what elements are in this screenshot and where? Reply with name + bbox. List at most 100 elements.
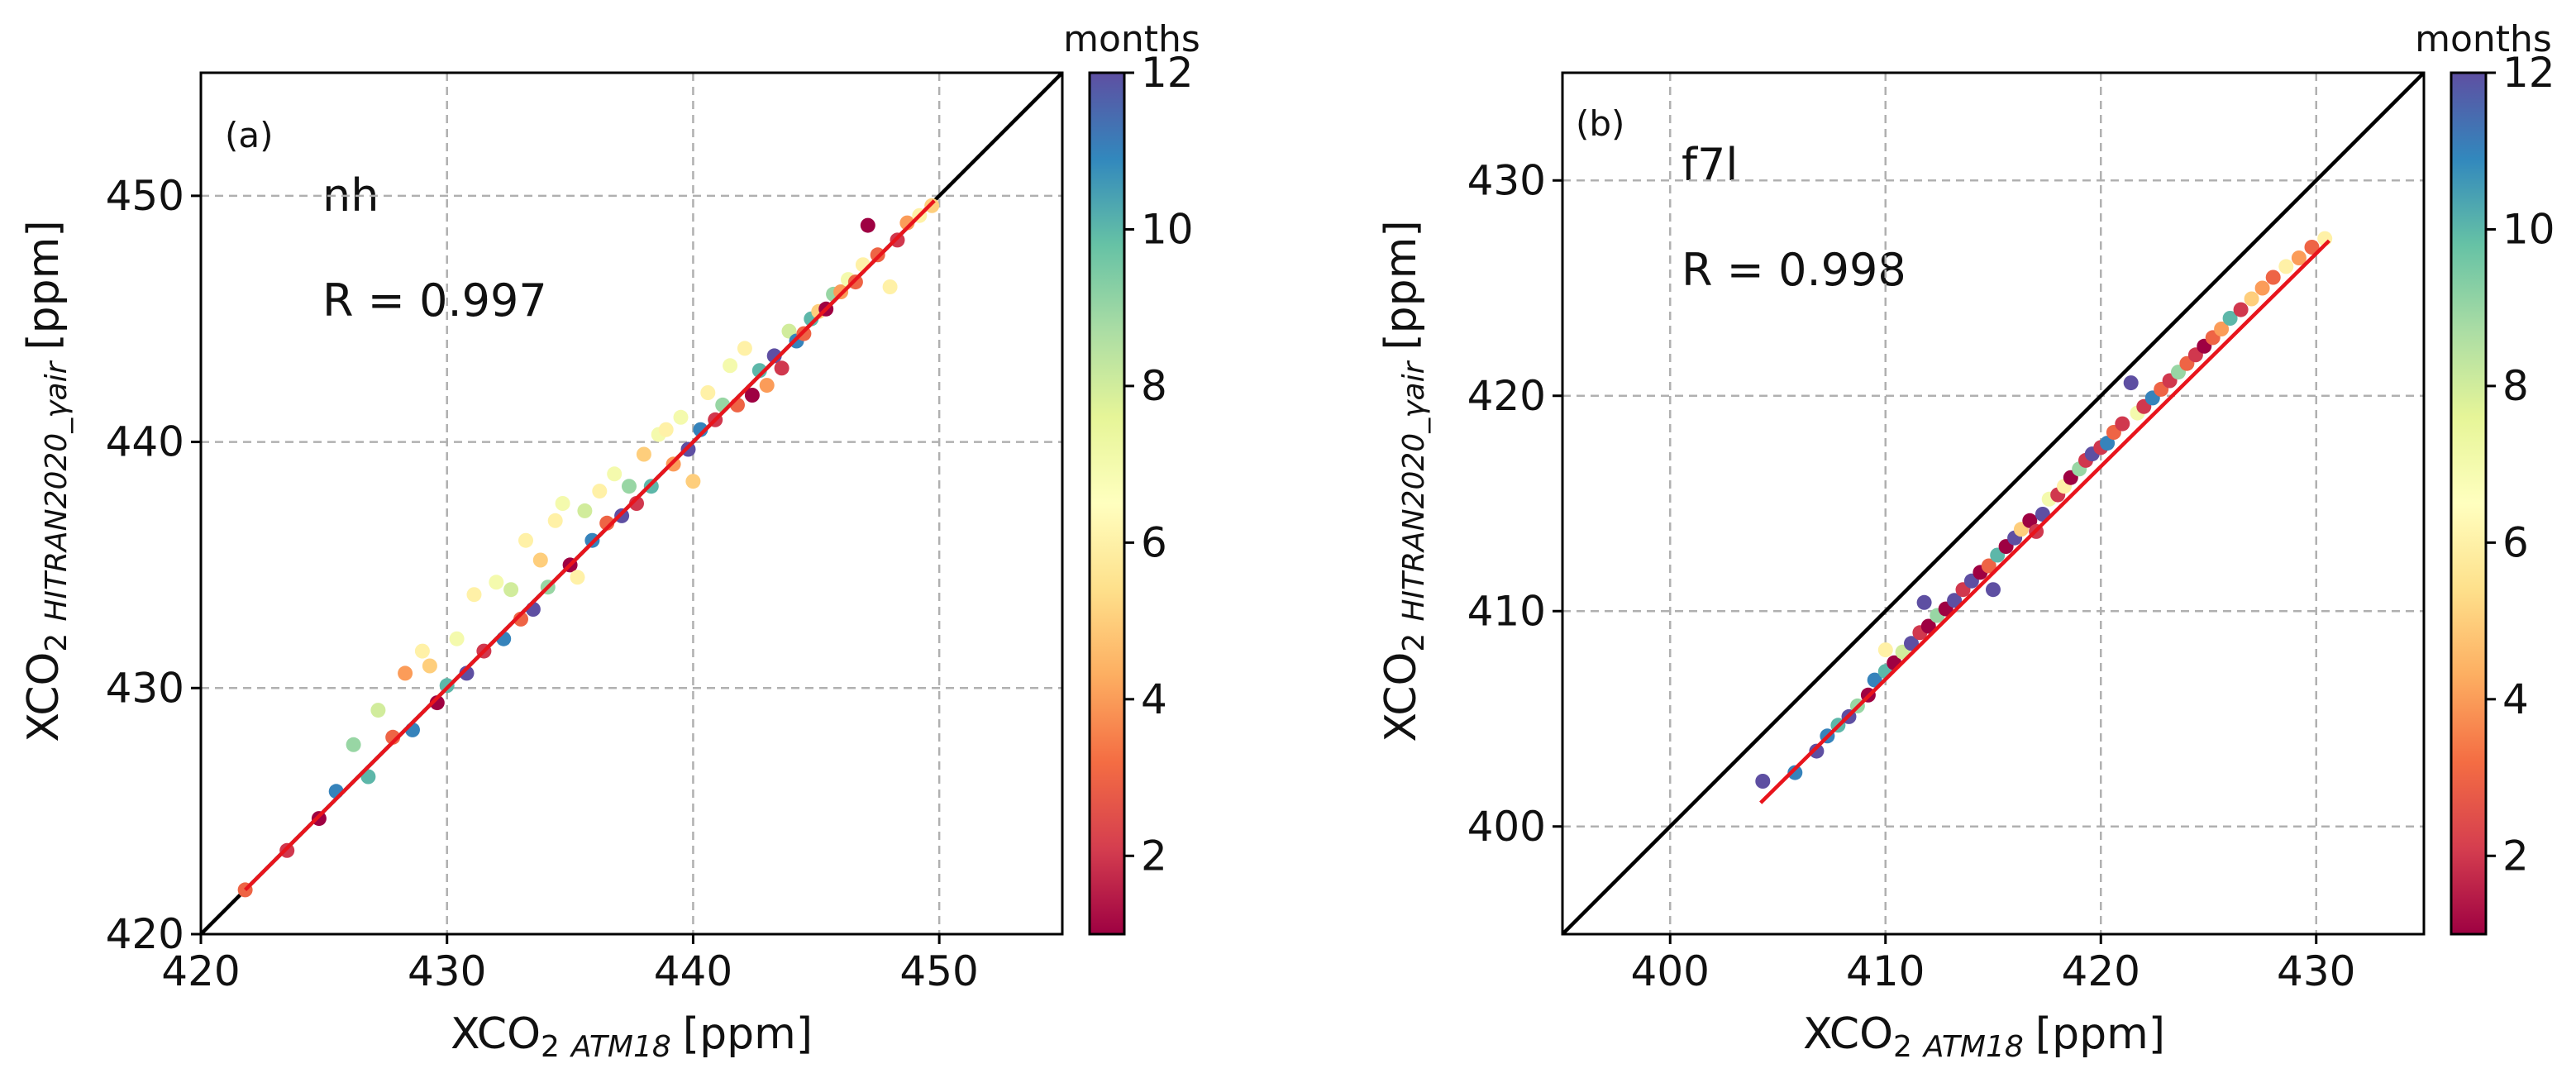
colorbar-tick-label: 10: [2502, 205, 2555, 253]
data-point: [570, 570, 585, 585]
plot-frame: [199, 71, 1064, 936]
site-label: f7l: [1682, 139, 1738, 191]
x-axis-label: XCO2 ATM18 [ppm]: [451, 1009, 813, 1064]
panel-label: (a): [225, 115, 274, 155]
data-point: [2123, 375, 2139, 391]
y-tick-label: 450: [106, 172, 184, 220]
data-point: [503, 582, 519, 598]
regression-line: [1759, 239, 2330, 804]
y-tick-label: 440: [106, 418, 184, 466]
colorbar-title: months: [1063, 18, 1200, 60]
data-point: [518, 532, 533, 548]
data-point: [685, 474, 701, 489]
data-point: [1916, 594, 1932, 610]
colorbar-tick-label: 8: [1141, 362, 1167, 410]
colorbar-tick-label: 12: [1141, 49, 1194, 97]
data-point: [592, 484, 608, 499]
colorbar-title: months: [2415, 18, 2552, 60]
data-point: [2278, 259, 2294, 274]
x-tick-label: 430: [408, 947, 486, 995]
x-tick-label: 410: [1846, 947, 1925, 995]
data-point: [555, 496, 570, 511]
colorbar-gradient: [2451, 73, 2486, 934]
data-point: [1877, 642, 1893, 658]
colorbar-tick-label: 2: [2502, 832, 2529, 880]
y-tick-label: 420: [1467, 372, 1546, 420]
data-point: [860, 217, 875, 233]
data-point: [1920, 618, 1936, 634]
data-point: [737, 341, 752, 356]
y-axis-label: XCO2HITRAN2020_γair[ppm]: [19, 220, 74, 742]
data-point: [489, 575, 504, 590]
data-point: [622, 479, 637, 494]
data-point: [1986, 582, 2001, 598]
data-point: [2115, 416, 2130, 432]
y-tick-label: 420: [106, 910, 184, 958]
x-tick-label: 450: [899, 947, 978, 995]
plot-frame: [1561, 71, 2426, 936]
colorbar-gradient: [1090, 73, 1124, 934]
data-point: [414, 643, 430, 659]
x-tick-label: 440: [654, 947, 732, 995]
data-point: [700, 385, 716, 400]
data-point: [577, 503, 593, 518]
y-tick-label: 430: [106, 664, 184, 712]
data-point: [2100, 436, 2116, 451]
data-point: [1809, 743, 1825, 759]
data-point: [658, 422, 674, 437]
data-point: [1755, 774, 1771, 789]
x-tick-label: 420: [2062, 947, 2140, 995]
data-point: [346, 737, 361, 752]
x-tick-label: 430: [2277, 947, 2355, 995]
data-point: [2214, 322, 2230, 336]
colorbar-tick-label: 6: [1141, 518, 1167, 566]
data-point: [759, 378, 775, 394]
data-point: [1981, 558, 1996, 574]
data-point: [370, 703, 386, 718]
scatter-panel-b: (b) f7l R = 0.998 XCO2 ATM18 [ppm] XCO2HIT…: [1376, 18, 2555, 1064]
colorbar-tick-label: 4: [2502, 675, 2529, 723]
data-point: [673, 409, 689, 425]
y-axis-label: XCO2HITRAN2020_γair[ppm]: [1376, 220, 1431, 742]
data-point: [2022, 513, 2038, 528]
data-point: [2304, 240, 2320, 255]
correlation-label: R = 0.998: [1682, 244, 1906, 296]
colorbar-tick-label: 4: [1141, 675, 1167, 723]
colorbar: 2 4 6 8 10 12: [1088, 49, 1194, 936]
colorbar-frame: [2450, 71, 2488, 936]
y-tick-label: 430: [1467, 156, 1546, 204]
data-point: [1787, 765, 1803, 780]
colorbar-tick-label: 6: [2502, 518, 2529, 566]
data-point: [607, 466, 623, 482]
data-point: [636, 446, 651, 462]
data-point: [466, 587, 482, 603]
data-point: [2254, 280, 2270, 296]
data-point: [744, 388, 760, 403]
regression-line: [243, 199, 936, 892]
x-tick-label: 420: [161, 947, 240, 995]
data-point: [1947, 593, 1963, 608]
data-point: [422, 658, 437, 674]
data-point: [2291, 250, 2306, 265]
one-to-one-line: [1562, 73, 2424, 934]
data-point: [723, 358, 738, 374]
panel-label: (b): [1576, 103, 1624, 144]
scatter-panel-a: (a) nh R = 0.997 XCO2 ATM18 [ppm] XCO2HITR…: [19, 18, 1200, 1064]
y-tick-label: 410: [1467, 587, 1546, 635]
data-point: [2265, 270, 2281, 285]
correlation-label: R = 0.997: [322, 274, 547, 327]
data-point: [1904, 636, 1919, 651]
colorbar-tick-label: 12: [2502, 49, 2555, 97]
x-tick-label: 400: [1631, 947, 1710, 995]
data-point: [882, 279, 898, 294]
data-point: [2233, 302, 2249, 317]
colorbar-tick-label: 2: [1141, 832, 1167, 880]
data-point: [532, 552, 548, 568]
data-point: [547, 513, 563, 528]
data-point: [2244, 291, 2259, 307]
colorbar: 2 4 6 8 10 12: [2450, 49, 2555, 936]
data-point: [2222, 311, 2238, 326]
colorbar-tick-label: 8: [2502, 362, 2529, 410]
data-point: [449, 631, 465, 646]
